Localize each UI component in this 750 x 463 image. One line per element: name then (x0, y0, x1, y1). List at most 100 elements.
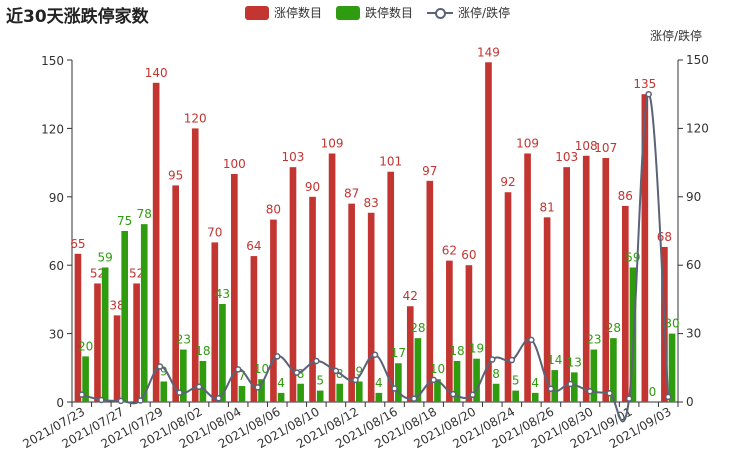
bar-up (543, 217, 551, 402)
bar-down (277, 392, 285, 402)
ratio-point (176, 389, 183, 396)
bar-up (367, 212, 375, 402)
bar-up (94, 283, 101, 402)
legend-item-down[interactable]: 跌停数目 (336, 4, 413, 21)
bar-down (395, 363, 402, 402)
data-label-up: 83 (364, 196, 379, 210)
bar-up (524, 153, 531, 402)
bar-up (270, 219, 277, 402)
bar-down (355, 381, 363, 402)
data-label-up: 60 (461, 248, 476, 262)
bar-up (113, 315, 121, 402)
legend-item-up[interactable]: 涨停数目 (245, 4, 322, 21)
data-label-down: 18 (449, 344, 464, 358)
data-label-up: 64 (246, 239, 261, 253)
ratio-point (352, 376, 359, 384)
bar-down (140, 224, 148, 402)
bar-up (309, 196, 316, 402)
bar-down (219, 303, 226, 402)
bar-down (238, 386, 246, 402)
ratio-point (215, 395, 222, 402)
y-tick-label-right: 30 (686, 327, 701, 341)
data-label-up: 140 (145, 66, 168, 80)
data-label-up: 120 (184, 111, 207, 125)
bar-up (231, 174, 238, 402)
bar-up (602, 158, 610, 402)
data-label-down: 23 (586, 333, 601, 347)
bar-down (160, 381, 168, 402)
bar-up (465, 265, 473, 402)
data-label-up: 52 (90, 266, 105, 280)
data-label-down: 30 (664, 317, 679, 331)
ratio-point (156, 363, 164, 370)
legend-item-ratio[interactable]: 涨停/跌停 (427, 4, 510, 21)
bar-down (531, 392, 539, 402)
data-label-down: 10 (430, 362, 445, 376)
y-tick-label-right: 150 (686, 53, 709, 67)
bar-down (590, 349, 598, 402)
ratio-point (313, 357, 320, 365)
data-label-up: 42 (403, 289, 418, 303)
data-label-down: 4 (277, 376, 285, 390)
data-label-down: 0 (649, 385, 657, 399)
data-label-up: 65 (70, 237, 85, 251)
ratio-point (254, 384, 261, 391)
ratio-point (567, 380, 574, 388)
bar-up (582, 155, 590, 402)
y-tick-label-left: 60 (49, 259, 64, 273)
data-label-up: 103 (555, 150, 578, 164)
ratio-point (664, 393, 672, 401)
bar-down (453, 360, 461, 402)
ratio-point (98, 396, 105, 404)
data-label-down: 8 (492, 367, 500, 381)
data-label-up: 86 (618, 189, 633, 203)
data-label-up: 101 (379, 155, 402, 169)
data-label-down: 17 (391, 346, 406, 360)
bar-up (74, 253, 82, 402)
bar-up (426, 180, 434, 402)
bar-up (406, 306, 414, 402)
bar-up (289, 167, 297, 402)
data-label-up: 81 (539, 200, 554, 214)
data-label-down: 7 (238, 369, 246, 383)
ratio-point (274, 353, 281, 360)
ratio-point (332, 367, 340, 375)
data-label-down: 8 (297, 367, 305, 381)
bar-up (191, 128, 199, 402)
ratio-point (606, 390, 613, 397)
data-label-up: 70 (207, 225, 222, 239)
y-tick-label-right: 0 (686, 395, 694, 409)
bar-up (641, 94, 649, 402)
ratio-point (410, 395, 418, 402)
y-tick-label-left: 150 (41, 54, 64, 68)
y-tick-label-left: 90 (49, 191, 64, 205)
bar-up (485, 62, 492, 402)
bar-down (199, 360, 207, 402)
ratio-point (430, 376, 437, 384)
bar-up (563, 167, 570, 402)
bar-up (211, 242, 219, 402)
y-tick-label-left: 30 (49, 328, 64, 342)
bar-down (375, 392, 383, 402)
y-tick-label-right: 120 (686, 121, 709, 135)
ratio-point (469, 391, 476, 399)
data-label-down: 43 (215, 287, 230, 301)
data-label-up: 100 (223, 157, 246, 171)
data-label-up: 92 (500, 175, 515, 189)
data-label-down: 75 (117, 214, 132, 228)
bar-down (473, 358, 480, 402)
bar-up (446, 260, 453, 402)
bar-down (668, 333, 676, 402)
ratio-point (78, 391, 86, 398)
data-label-down: 19 (469, 342, 484, 356)
bar-up (172, 185, 180, 402)
legend: 涨停数目 跌停数目 涨停/跌停 (245, 4, 510, 21)
ratio-point (528, 336, 535, 344)
bar-down (297, 383, 304, 402)
y-tick-label-left: 120 (41, 122, 64, 136)
data-label-down: 28 (410, 321, 425, 335)
data-label-down: 9 (355, 364, 363, 378)
data-label-down: 23 (176, 333, 191, 347)
bar-up (621, 205, 629, 402)
